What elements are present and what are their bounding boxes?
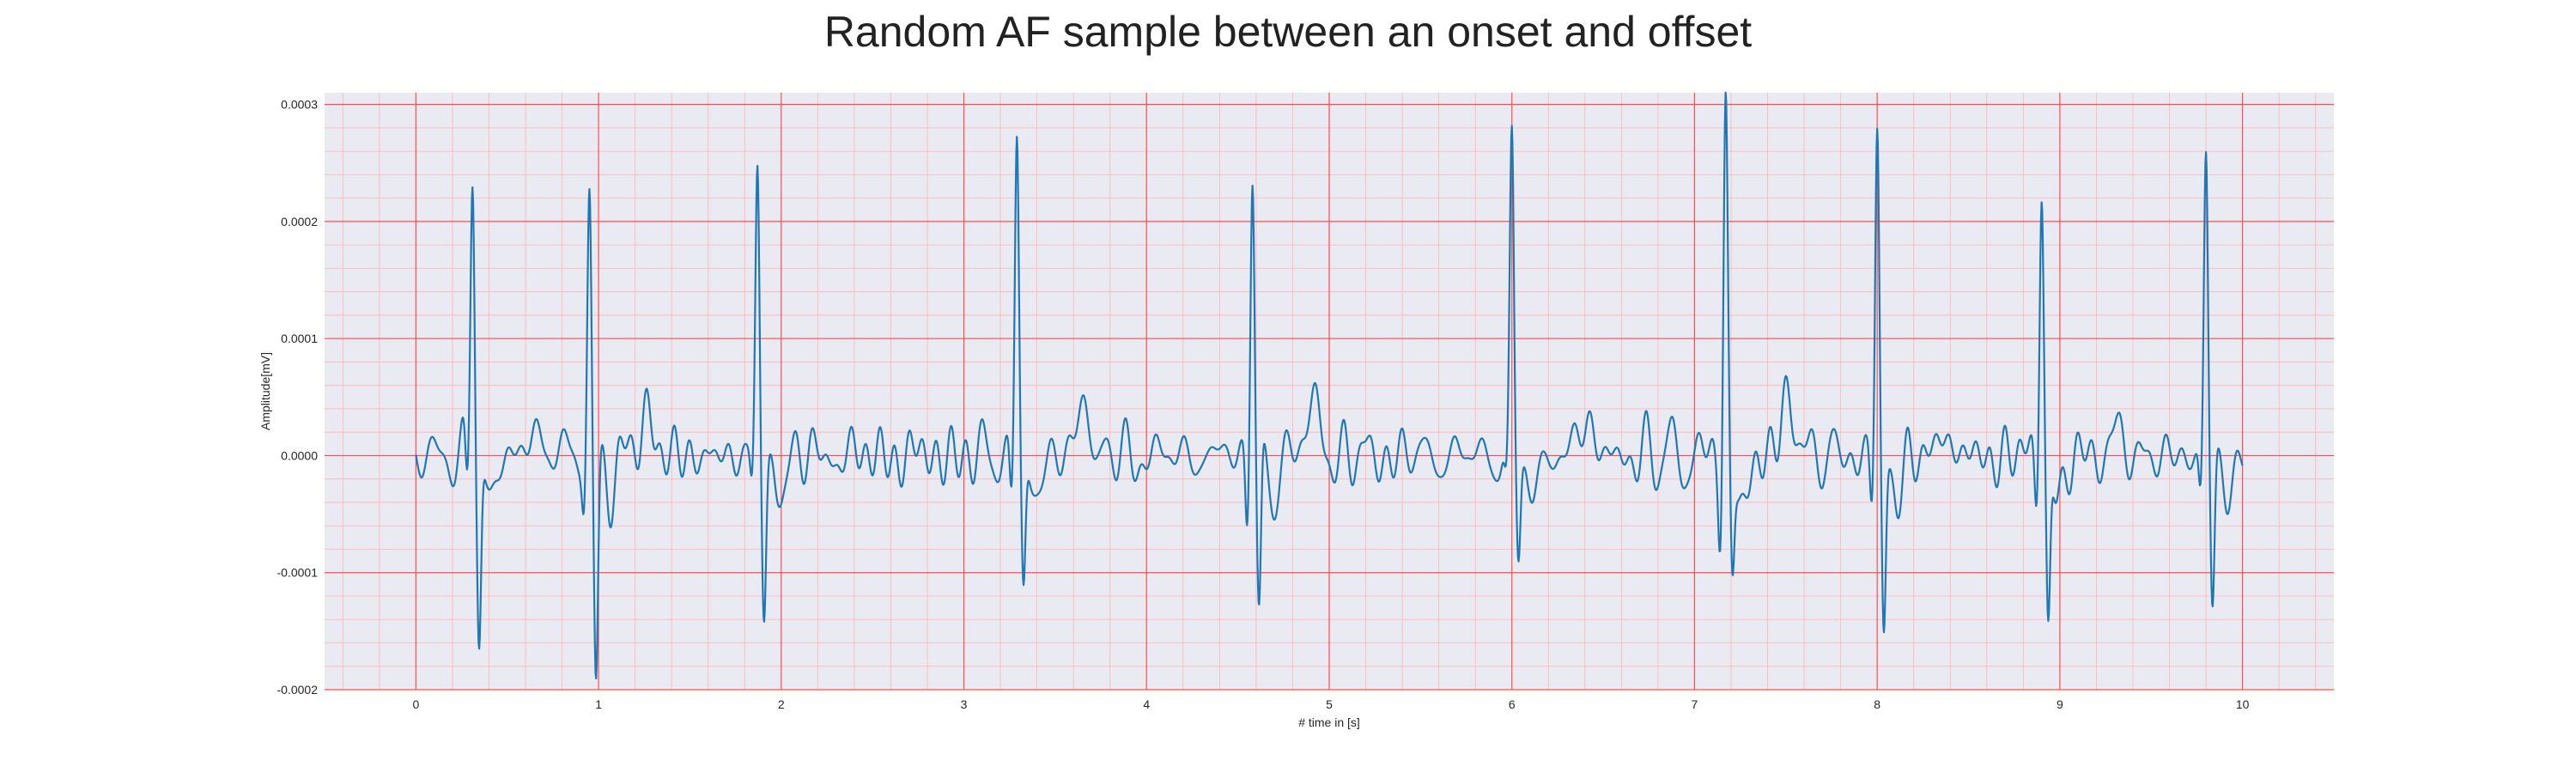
x-tick-label: 7 bbox=[1692, 697, 1698, 711]
y-tick-label: 0.0002 bbox=[281, 215, 318, 228]
x-tick-label: 4 bbox=[1143, 697, 1150, 711]
y-tick-label: 0.0003 bbox=[281, 98, 318, 112]
x-tick-label: 9 bbox=[2057, 697, 2063, 711]
x-tick-label: 2 bbox=[778, 697, 785, 711]
y-tick-label: 0.0001 bbox=[281, 332, 318, 345]
x-tick-label: 1 bbox=[595, 697, 602, 711]
y-axis-label: Amplitude[mV] bbox=[258, 352, 272, 430]
x-tick-label: 3 bbox=[961, 697, 968, 711]
y-tick-label: -0.0002 bbox=[277, 683, 319, 697]
x-tick-label: 6 bbox=[1509, 697, 1516, 711]
x-tick-label: 8 bbox=[1874, 697, 1880, 711]
y-axis-ticks: -0.0002 -0.0001 0.0000 0.0001 0.0002 0.0003 bbox=[277, 98, 319, 697]
x-axis-ticks: 0 1 2 3 4 5 6 7 8 9 10 bbox=[412, 697, 2249, 711]
x-tick-label: 0 bbox=[412, 697, 419, 711]
y-tick-label: 0.0000 bbox=[281, 448, 318, 462]
x-tick-label: 5 bbox=[1326, 697, 1333, 711]
x-tick-label: 10 bbox=[2236, 697, 2250, 711]
y-tick-label: -0.0001 bbox=[277, 566, 319, 580]
x-axis-label: # time in [s] bbox=[1298, 715, 1360, 729]
